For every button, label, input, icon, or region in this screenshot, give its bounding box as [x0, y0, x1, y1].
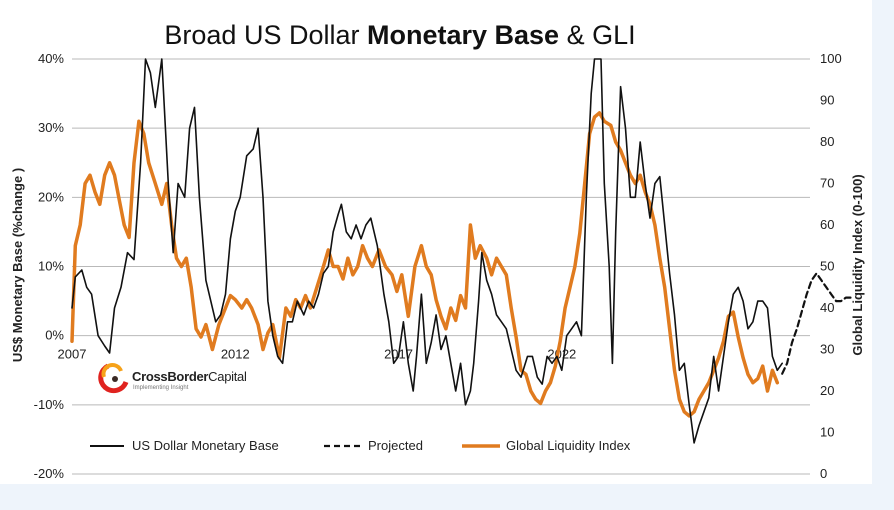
right-axis-label: Global Liquidity Index (0-100) [850, 174, 865, 355]
legend-item-projected: Projected [324, 438, 423, 453]
series-line-global-liquidity-index [70, 111, 780, 418]
chart-title-part-1: Broad US Dollar [164, 20, 367, 50]
right-tick-label: 10 [820, 425, 834, 440]
left-tick-label: 20% [38, 189, 64, 204]
x-tick-label: 2022 [547, 347, 576, 362]
right-tick-label: 70 [820, 176, 834, 191]
right-tick-label: 20 [820, 383, 834, 398]
left-axis-ticks: -20% -10% 0% 10% 20% 30% 40% [34, 51, 65, 481]
chart-title-part-2: & GLI [559, 20, 636, 50]
legend-item-gli: Global Liquidity Index [462, 438, 631, 453]
right-tick-label: 0 [820, 466, 827, 481]
series-line-us-dollar-monetary-base [71, 58, 783, 444]
x-tick-label: 2007 [58, 347, 87, 362]
left-tick-label: 40% [38, 51, 64, 66]
left-tick-label: -10% [34, 397, 65, 412]
chart-title-bold-part: Monetary Base [367, 20, 559, 50]
crossborder-capital-logo: CrossBorderCapital Implementing Insight [98, 363, 247, 394]
series-lines [70, 58, 852, 444]
legend: US Dollar Monetary Base Projected Global… [90, 438, 631, 453]
legend-item-monetary-base: US Dollar Monetary Base [90, 438, 279, 453]
right-axis-ticks: 0 10 20 30 40 50 60 70 80 90 100 [820, 51, 842, 481]
series-line-projected [781, 272, 852, 375]
logo-name-part-2: Capital [208, 369, 247, 384]
left-tick-label: 0% [45, 328, 64, 343]
chart-canvas: Broad US Dollar Monetary Base & GLI -20%… [10, 20, 865, 481]
logo-name-part-1: CrossBorder [132, 369, 208, 384]
right-tick-label: 50 [820, 259, 834, 274]
logo-dot [112, 376, 118, 382]
left-tick-label: -20% [34, 466, 65, 481]
right-tick-label: 40 [820, 300, 834, 315]
right-tick-label: 60 [820, 217, 834, 232]
right-tick-label: 90 [820, 93, 834, 108]
chart-title: Broad US Dollar Monetary Base & GLI [164, 20, 635, 50]
chart-card: Broad US Dollar Monetary Base & GLI -20%… [0, 0, 872, 484]
left-tick-label: 30% [38, 120, 64, 135]
right-tick-label: 100 [820, 51, 842, 66]
right-tick-label: 80 [820, 134, 834, 149]
logo-tagline: Implementing Insight [133, 385, 189, 391]
legend-label-monetary-base: US Dollar Monetary Base [132, 438, 279, 453]
logo-wordmark: CrossBorderCapital [132, 369, 247, 384]
x-tick-label: 2012 [221, 347, 250, 362]
left-axis-label: US$ Monetary Base (%change ) [10, 168, 25, 362]
legend-label-gli: Global Liquidity Index [506, 438, 631, 453]
logo-arc-orange [101, 363, 123, 378]
right-tick-label: 30 [820, 342, 834, 357]
left-tick-label: 10% [38, 259, 64, 274]
x-axis-ticks: 2007 2012 2017 2022 [58, 347, 577, 362]
legend-label-projected: Projected [368, 438, 423, 453]
